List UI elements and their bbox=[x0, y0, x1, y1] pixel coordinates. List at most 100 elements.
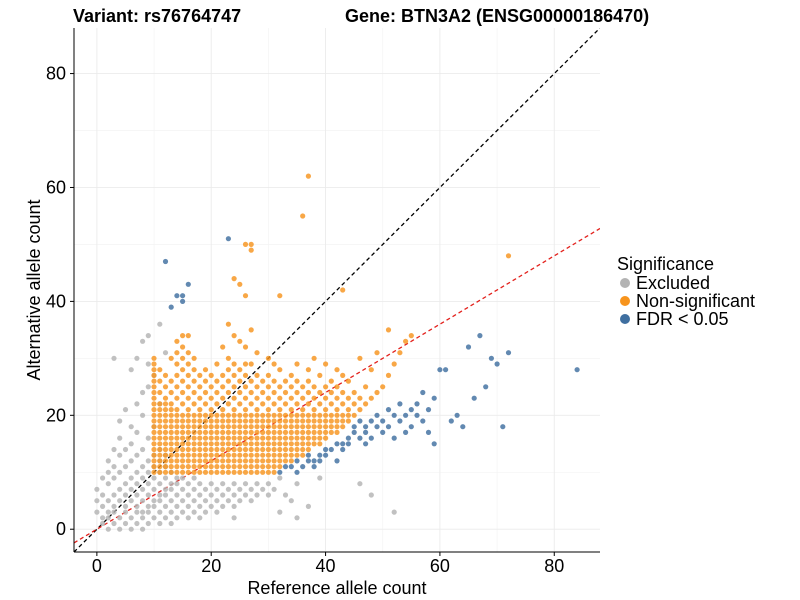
point-non-significant bbox=[237, 458, 243, 464]
point-excluded bbox=[174, 503, 180, 509]
point-non-significant bbox=[180, 367, 186, 373]
point-non-significant bbox=[282, 424, 289, 430]
point-non-significant bbox=[300, 435, 306, 441]
point-non-significant bbox=[271, 469, 277, 475]
point-non-significant bbox=[180, 441, 186, 447]
reference-lines bbox=[74, 28, 600, 552]
point-non-significant bbox=[168, 355, 174, 361]
point-fdr-0-05 bbox=[448, 418, 454, 424]
point-non-significant bbox=[180, 464, 186, 470]
point-non-significant bbox=[214, 389, 220, 396]
point-non-significant bbox=[277, 293, 283, 299]
point-non-significant bbox=[242, 407, 249, 413]
point-non-significant bbox=[242, 241, 249, 247]
point-non-significant bbox=[174, 372, 180, 378]
point-excluded bbox=[151, 515, 157, 521]
point-non-significant bbox=[271, 435, 277, 441]
point-non-significant bbox=[385, 327, 392, 333]
point-non-significant bbox=[202, 464, 209, 470]
point-non-significant bbox=[168, 412, 174, 418]
point-non-significant bbox=[305, 429, 311, 435]
point-non-significant bbox=[294, 435, 300, 441]
point-non-significant bbox=[214, 464, 220, 470]
point-non-significant bbox=[242, 435, 249, 441]
point-non-significant bbox=[208, 395, 214, 401]
point-non-significant bbox=[277, 446, 283, 453]
point-non-significant bbox=[157, 418, 163, 424]
point-excluded bbox=[174, 481, 180, 487]
point-non-significant bbox=[242, 458, 249, 464]
point-non-significant bbox=[225, 389, 231, 396]
point-excluded bbox=[368, 492, 374, 498]
point-non-significant bbox=[363, 401, 369, 407]
point-non-significant bbox=[300, 395, 306, 401]
point-non-significant bbox=[317, 389, 323, 396]
point-non-significant bbox=[277, 424, 283, 430]
point-excluded bbox=[111, 475, 117, 481]
point-non-significant bbox=[323, 384, 329, 390]
point-fdr-0-05 bbox=[357, 418, 363, 424]
point-non-significant bbox=[380, 384, 386, 390]
point-excluded bbox=[242, 492, 249, 498]
point-excluded bbox=[94, 509, 100, 515]
point-fdr-0-05 bbox=[328, 446, 334, 453]
point-non-significant bbox=[248, 458, 254, 464]
point-non-significant bbox=[300, 452, 306, 458]
point-non-significant bbox=[282, 429, 289, 435]
point-non-significant bbox=[162, 395, 169, 401]
point-non-significant bbox=[174, 446, 180, 453]
point-non-significant bbox=[157, 401, 163, 407]
point-excluded bbox=[140, 338, 146, 344]
point-non-significant bbox=[271, 446, 277, 453]
point-non-significant bbox=[305, 389, 311, 396]
point-non-significant bbox=[168, 389, 174, 396]
point-non-significant bbox=[220, 384, 226, 390]
point-non-significant bbox=[294, 446, 300, 453]
point-non-significant bbox=[277, 407, 283, 413]
point-excluded bbox=[100, 515, 106, 521]
point-non-significant bbox=[294, 412, 300, 418]
point-excluded bbox=[111, 492, 117, 498]
point-non-significant bbox=[305, 173, 311, 179]
point-fdr-0-05 bbox=[408, 407, 414, 413]
point-fdr-0-05 bbox=[340, 441, 346, 447]
point-non-significant bbox=[208, 424, 214, 430]
point-non-significant bbox=[185, 452, 191, 458]
point-non-significant bbox=[397, 350, 403, 356]
point-fdr-0-05 bbox=[180, 293, 186, 299]
point-non-significant bbox=[231, 372, 237, 378]
point-non-significant bbox=[151, 435, 157, 441]
point-excluded bbox=[117, 526, 123, 532]
point-non-significant bbox=[305, 412, 311, 418]
point-non-significant bbox=[328, 412, 334, 418]
point-fdr-0-05 bbox=[471, 395, 477, 401]
point-non-significant bbox=[334, 407, 340, 413]
point-fdr-0-05 bbox=[334, 458, 340, 464]
point-non-significant bbox=[248, 435, 254, 441]
point-fdr-0-05 bbox=[574, 367, 580, 373]
point-excluded bbox=[191, 475, 197, 481]
point-non-significant bbox=[340, 424, 346, 430]
point-non-significant bbox=[180, 458, 186, 464]
point-non-significant bbox=[328, 424, 334, 430]
point-non-significant bbox=[162, 407, 169, 413]
point-non-significant bbox=[220, 435, 226, 441]
point-non-significant bbox=[323, 407, 329, 413]
point-non-significant bbox=[220, 424, 226, 430]
point-excluded bbox=[225, 486, 231, 492]
point-fdr-0-05 bbox=[374, 424, 380, 430]
point-non-significant bbox=[151, 378, 157, 384]
point-non-significant bbox=[237, 441, 243, 447]
point-non-significant bbox=[237, 338, 243, 344]
point-non-significant bbox=[174, 458, 180, 464]
point-non-significant bbox=[408, 333, 414, 339]
point-non-significant bbox=[254, 418, 260, 424]
point-excluded bbox=[162, 350, 169, 356]
point-excluded bbox=[225, 498, 231, 504]
point-non-significant bbox=[197, 407, 203, 413]
point-non-significant bbox=[174, 464, 180, 470]
point-non-significant bbox=[334, 412, 340, 418]
point-non-significant bbox=[214, 401, 220, 407]
point-fdr-0-05 bbox=[305, 458, 311, 464]
point-fdr-0-05 bbox=[391, 412, 397, 418]
